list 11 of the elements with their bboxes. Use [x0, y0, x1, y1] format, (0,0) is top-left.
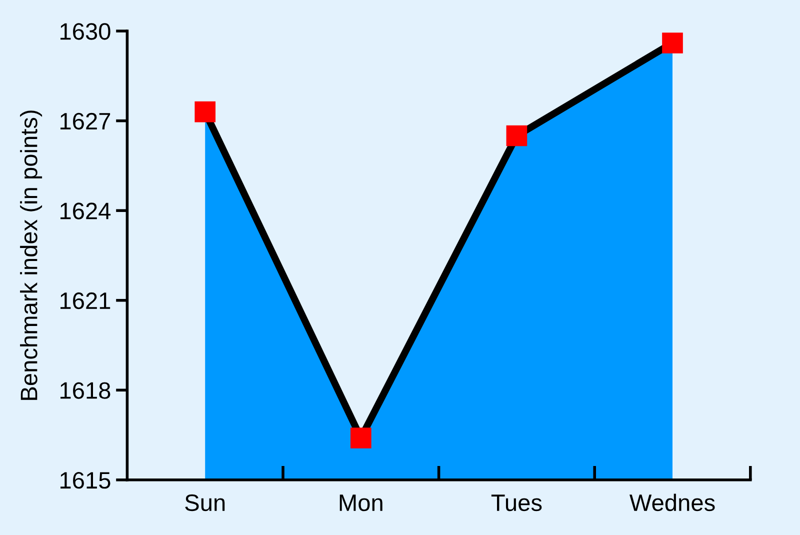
x-tick-label: Tues [491, 494, 542, 512]
y-tick-label: 1615 [60, 472, 110, 489]
y-tick-label: 1630 [60, 23, 110, 40]
y-tick-label: 1627 [60, 112, 110, 130]
y-tick-label: 1621 [60, 292, 110, 310]
y-tick-label: 1624 [60, 202, 111, 220]
y-axis-title: Benchmark index (in points) [20, 110, 42, 400]
x-tick-label: Mon [340, 494, 382, 512]
x-tick-label: Wednes [630, 494, 715, 512]
x-tick-label: Sun [185, 494, 225, 512]
y-tick-label: 1618 [60, 382, 110, 399]
